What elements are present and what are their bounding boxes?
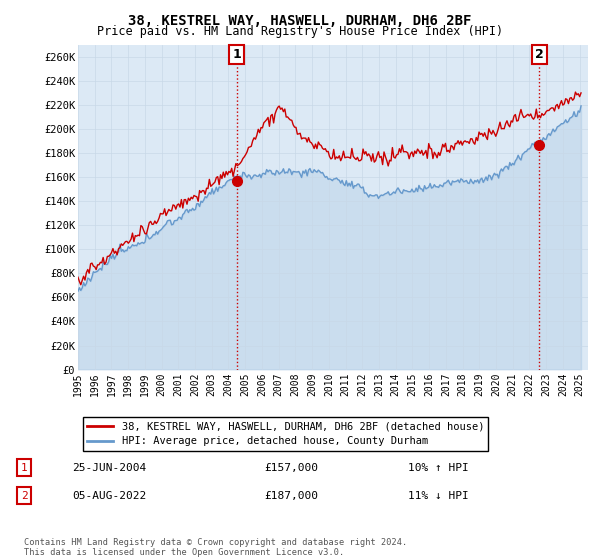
Text: 2: 2	[20, 491, 28, 501]
Text: 1: 1	[232, 48, 241, 61]
Text: 1: 1	[20, 463, 28, 473]
Text: 25-JUN-2004: 25-JUN-2004	[72, 463, 146, 473]
Text: 05-AUG-2022: 05-AUG-2022	[72, 491, 146, 501]
Text: £157,000: £157,000	[264, 463, 318, 473]
Text: Price paid vs. HM Land Registry's House Price Index (HPI): Price paid vs. HM Land Registry's House …	[97, 25, 503, 38]
Legend: 38, KESTREL WAY, HASWELL, DURHAM, DH6 2BF (detached house), HPI: Average price, : 38, KESTREL WAY, HASWELL, DURHAM, DH6 2B…	[83, 417, 488, 451]
Text: £187,000: £187,000	[264, 491, 318, 501]
Text: 2: 2	[535, 48, 544, 61]
Text: 11% ↓ HPI: 11% ↓ HPI	[408, 491, 469, 501]
Text: 10% ↑ HPI: 10% ↑ HPI	[408, 463, 469, 473]
Text: 38, KESTREL WAY, HASWELL, DURHAM, DH6 2BF: 38, KESTREL WAY, HASWELL, DURHAM, DH6 2B…	[128, 14, 472, 28]
Text: Contains HM Land Registry data © Crown copyright and database right 2024.
This d: Contains HM Land Registry data © Crown c…	[24, 538, 407, 557]
